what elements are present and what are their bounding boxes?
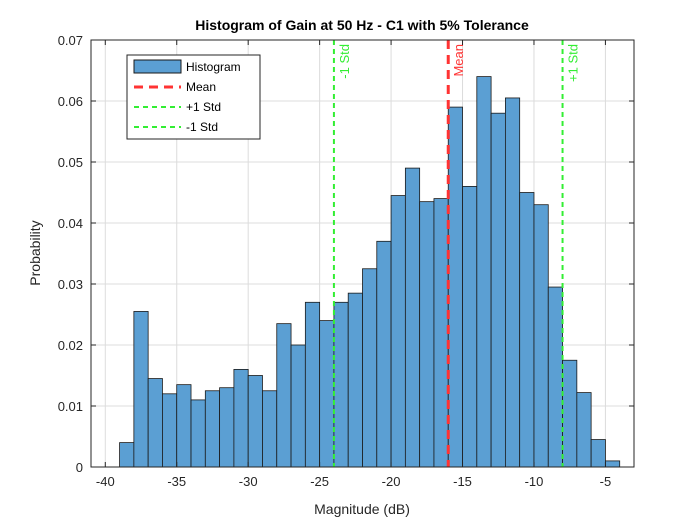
histogram-bar [176,384,192,468]
legend: Histogram Mean +1 Std -1 Std [126,54,261,140]
histogram-bar [390,195,406,468]
histogram-bar [219,387,235,468]
x-tick-label: -40 [96,474,115,489]
histogram-bar [576,392,592,468]
x-tick-label: -20 [382,474,401,489]
histogram-bar [133,311,149,468]
legend-histogram-label: Histogram [186,60,241,74]
x-tick-label: -30 [239,474,258,489]
y-tick-label: 0.04 [58,216,83,231]
histogram-bar [376,240,392,468]
y-tick-label: 0.02 [58,338,83,353]
histogram-bar [476,76,492,468]
reference-lines: -1 Std Mean +1 Std [332,40,581,467]
histogram-bar [419,201,435,468]
histogram-bar [276,323,292,468]
y-tick-label: 0.03 [58,277,83,292]
histogram-bar [362,268,378,468]
histogram-bar [147,378,163,468]
histogram-bar [490,112,506,468]
histogram-bar [290,344,306,468]
legend-minus-std-label: -1 Std [186,120,218,134]
plus-std-label: +1 Std [566,44,581,82]
histogram-bar [233,368,249,468]
histogram-bar [262,390,278,468]
y-tick-label: 0.01 [58,399,83,414]
legend-mean-label: Mean [186,80,216,94]
x-tick-label: -25 [310,474,329,489]
y-axis-label: Probability [27,220,43,285]
histogram-bar [404,167,421,468]
histogram-bars [119,76,621,468]
histogram-bar [533,204,549,468]
y-tick-label: 0.05 [58,155,83,170]
histogram-bar [347,292,363,468]
x-tick-label: -5 [600,474,612,489]
histogram-bar [605,460,621,468]
histogram-bar [462,185,478,468]
histogram-bar [204,390,221,468]
x-axis-label: Magnitude (dB) [314,501,410,517]
histogram-bar [119,442,135,468]
x-tick-label: -35 [167,474,186,489]
histogram-bar [333,301,349,468]
histogram-bar [162,393,178,468]
histogram-bar [247,375,263,468]
y-tick-label: 0.06 [58,94,83,109]
chart-title: Histogram of Gain at 50 Hz - C1 with 5% … [195,17,529,33]
histogram-bar [447,106,463,468]
histogram-bar [433,198,449,468]
legend-histogram-swatch [133,59,182,74]
x-tick-label: -10 [525,474,544,489]
mean-label: Mean [451,44,466,77]
axes-box [90,39,635,468]
histogram-bar [590,439,606,468]
y-tick-label: 0 [76,460,83,475]
y-tick-label: 0.07 [58,33,83,48]
axis-ticks: -40 -35 -30 -25 -20 -15 -10 -5 0 0.01 0.02 0.03 0.04… [58,33,634,489]
x-tick-label: -15 [453,474,472,489]
histogram-bar [304,301,321,468]
histogram-bar [504,97,521,468]
histogram-bar [319,320,335,468]
histogram-bar [190,399,206,468]
histogram-bar [519,192,535,468]
histogram-bar [562,359,578,468]
legend-plus-std-label: +1 Std [186,100,221,114]
minus-std-label: -1 Std [337,44,352,79]
histogram-bar [547,286,563,468]
